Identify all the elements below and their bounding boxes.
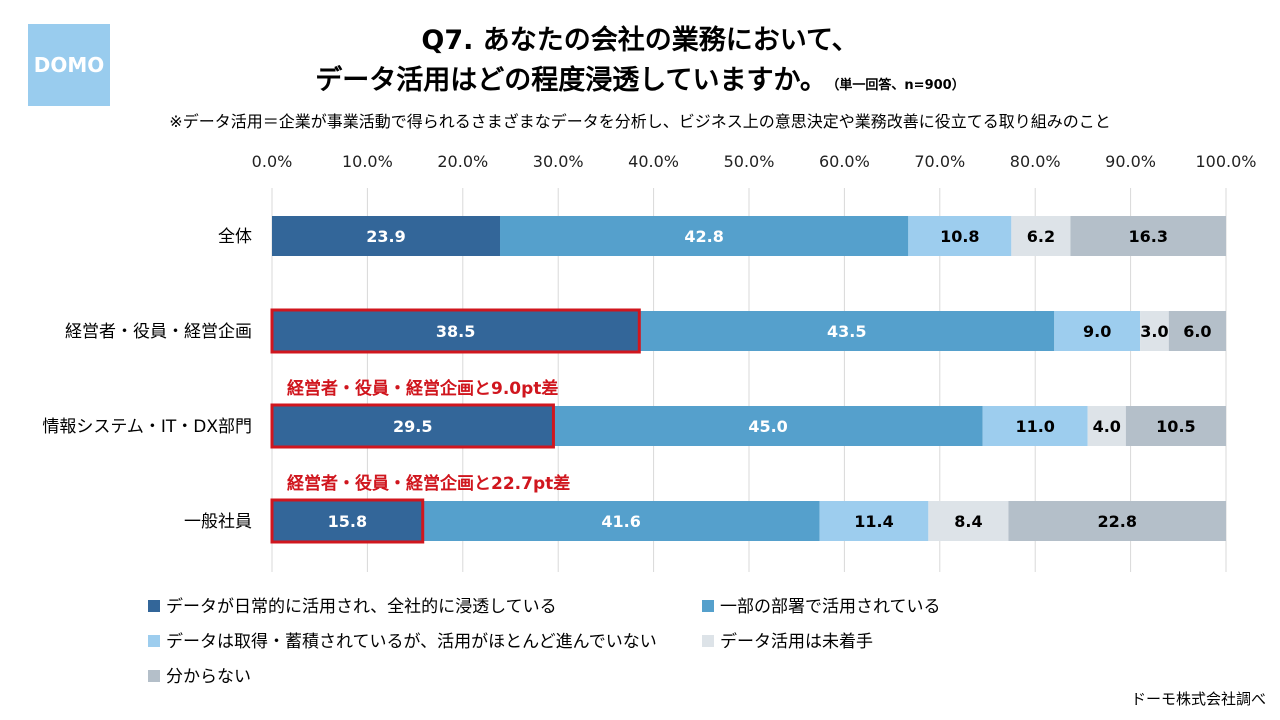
category-label: 経営者・役員・経営企画 <box>65 322 252 342</box>
data-label: 23.9 <box>366 227 405 246</box>
data-label: 29.5 <box>393 417 432 436</box>
data-label: 11.4 <box>854 512 893 531</box>
x-tick-label: 50.0% <box>724 152 775 171</box>
legend-swatch <box>148 670 160 682</box>
bar-segment <box>500 216 909 256</box>
bar-segment <box>982 406 1088 446</box>
bar-segment <box>422 501 820 541</box>
bar-segment <box>639 311 1055 351</box>
chart-title-line2: データ活用はどの程度浸透していますか。 （単一回答、n=900） <box>0 58 1280 97</box>
chart-title-sub: （単一回答、n=900） <box>832 78 965 93</box>
bar-segment <box>928 501 1009 541</box>
highlight-box <box>270 498 425 544</box>
bar-segment <box>1008 501 1226 541</box>
legend-label: 分からない <box>166 667 251 687</box>
x-tick-label: 70.0% <box>914 152 965 171</box>
x-tick-label: 80.0% <box>1010 152 1061 171</box>
bar-segment <box>1168 311 1226 351</box>
x-tick-label: 30.0% <box>533 152 584 171</box>
bar-segment <box>1087 406 1126 446</box>
data-label: 3.0 <box>1140 322 1168 341</box>
data-label: 9.0 <box>1083 322 1111 341</box>
data-label: 16.3 <box>1129 227 1168 246</box>
x-tick-label: 60.0% <box>819 152 870 171</box>
bar-segment <box>819 501 929 541</box>
x-tick-label: 10.0% <box>342 152 393 171</box>
x-tick-label: 20.0% <box>437 152 488 171</box>
bar-segment <box>553 406 983 446</box>
domo-logo: DOMO <box>28 24 110 106</box>
bar-segment <box>1070 216 1226 256</box>
bar-segment <box>1054 311 1141 351</box>
data-label: 41.6 <box>601 512 640 531</box>
legend-swatch <box>702 635 714 647</box>
data-label: 43.5 <box>827 322 866 341</box>
bar-segment <box>1125 406 1226 446</box>
source-credit: ドーモ株式会社調べ <box>1130 690 1266 708</box>
chart-title-main: データ活用はどの程度浸透していますか。 <box>315 65 827 96</box>
data-label: 6.2 <box>1027 227 1055 246</box>
data-label: 6.0 <box>1183 322 1211 341</box>
highlight-annotation: 経営者・役員・経営企画と9.0pt差 <box>287 378 558 399</box>
bar-segment <box>272 406 554 446</box>
data-label: 15.8 <box>328 512 367 531</box>
logo-text: DOMO <box>33 53 105 77</box>
x-tick-label: 0.0% <box>252 152 293 171</box>
highlight-annotation: 経営者・役員・経営企画と22.7pt差 <box>287 473 570 494</box>
data-label: 22.8 <box>1098 512 1137 531</box>
bar-segment <box>272 216 501 256</box>
legend-swatch <box>702 600 714 612</box>
bar-segment <box>1011 216 1071 256</box>
legend-label: 一部の部署で活用されている <box>720 597 941 617</box>
data-label: 4.0 <box>1093 417 1121 436</box>
bar-segment <box>272 501 423 541</box>
bar-segment <box>908 216 1012 256</box>
data-label: 38.5 <box>436 322 475 341</box>
data-label: 11.0 <box>1015 417 1054 436</box>
data-label: 10.5 <box>1156 417 1195 436</box>
legend-label: データが日常的に活用され、全社的に浸透している <box>166 596 557 617</box>
bar-segment <box>272 311 640 351</box>
x-tick-label: 40.0% <box>628 152 679 171</box>
data-label: 10.8 <box>940 227 979 246</box>
category-label: 全体 <box>218 227 252 247</box>
legend-swatch <box>148 635 160 647</box>
definition-note: ※データ活用＝企業が事業活動で得られるさまざまなデータを分析し、ビジネス上の意思… <box>169 112 1111 131</box>
category-label: 一般社員 <box>184 512 252 532</box>
data-label: 42.8 <box>684 227 723 246</box>
data-label: 8.4 <box>954 512 982 531</box>
x-tick-label: 90.0% <box>1105 152 1156 171</box>
legend-swatch <box>148 600 160 612</box>
legend-label: データは取得・蓄積されているが、活用がほとんど進んでいない <box>166 631 657 652</box>
legend-label: データ活用は未着手 <box>720 631 873 652</box>
highlight-box <box>270 403 555 449</box>
x-tick-label: 100.0% <box>1195 152 1256 171</box>
chart-title-line1: Q7. あなたの会社の業務において、 <box>421 25 859 56</box>
highlight-box <box>270 308 641 354</box>
bar-segment <box>1140 311 1169 351</box>
data-label: 45.0 <box>748 417 787 436</box>
category-label: 情報システム・IT・DX部門 <box>42 417 252 437</box>
